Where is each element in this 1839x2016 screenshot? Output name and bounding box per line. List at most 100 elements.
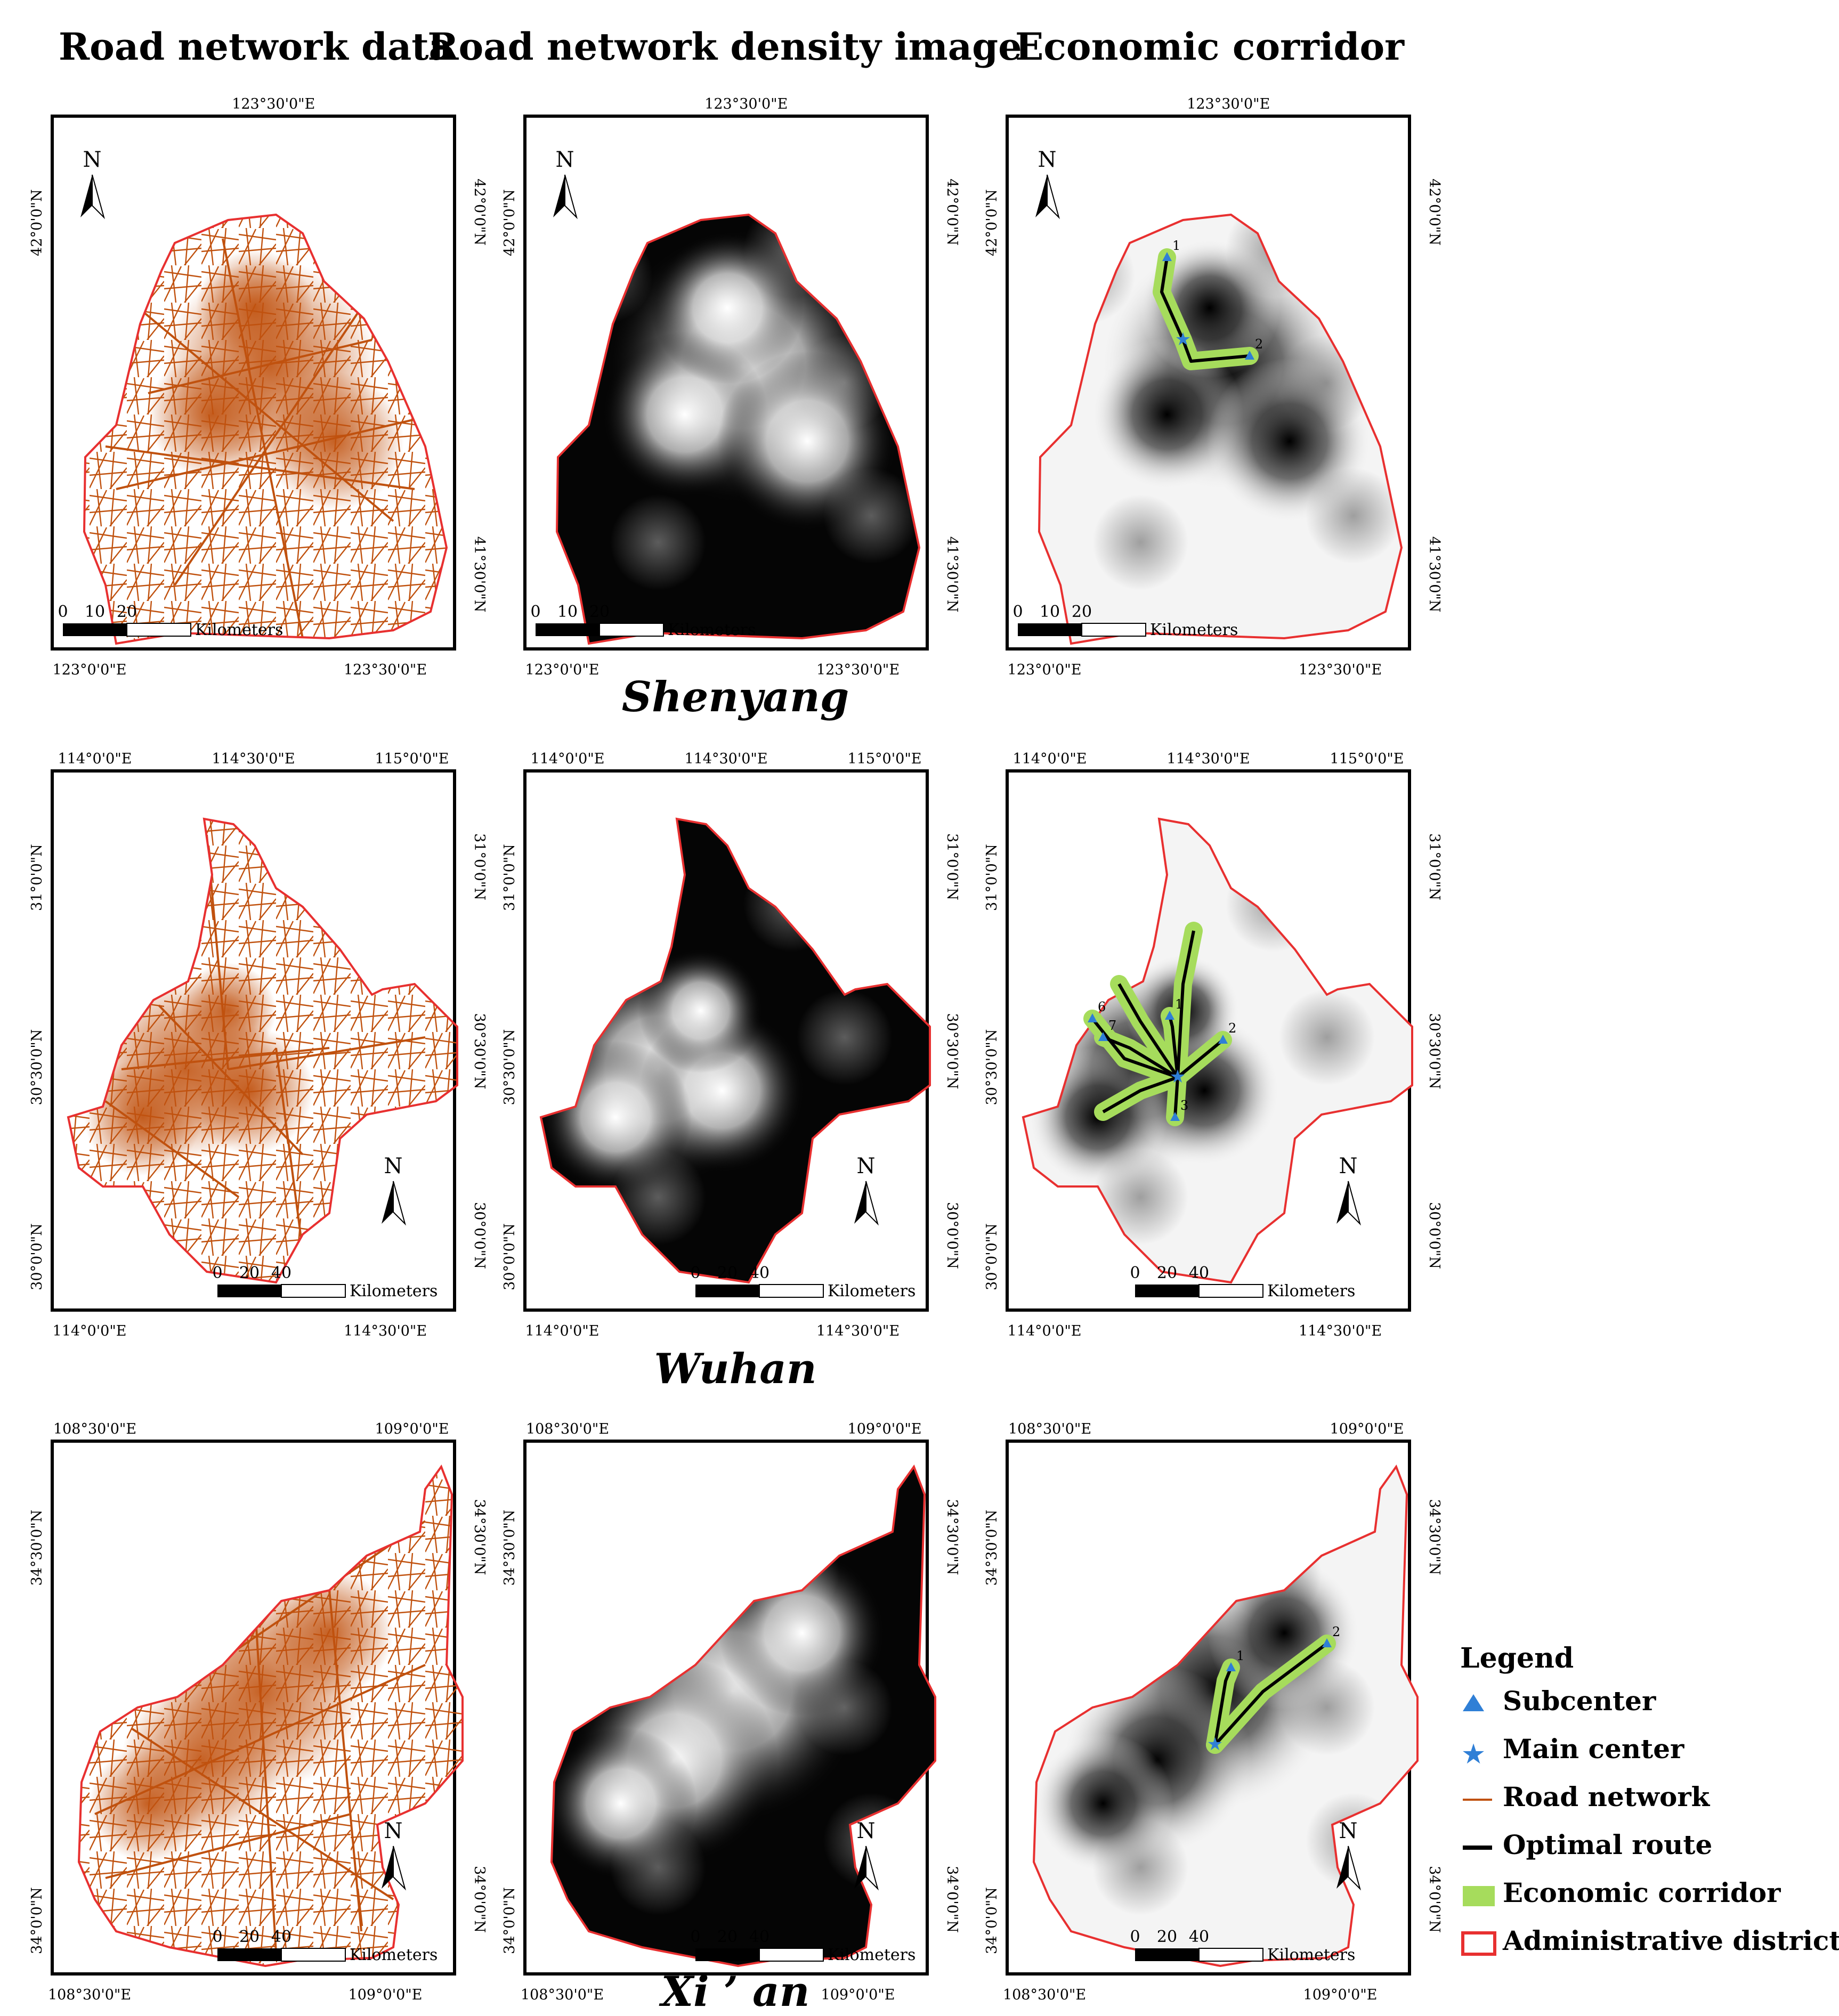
road-line [174,275,384,586]
scale-tick: 0 [530,603,540,621]
scale-tick: 20 [239,1264,260,1282]
top-coordinate: 123°30'0"E [704,96,788,112]
legend-symbol-fill [1463,1886,1495,1906]
top-coordinate: 123°30'0"E [1187,96,1270,112]
optimal-route [1160,257,1185,341]
scale-bar [695,1285,759,1297]
scale-tick: 0 [690,1928,700,1946]
subcenter-label: 1 [1172,238,1180,253]
main-center-star: ★ [1207,1734,1223,1755]
legend-symbol-triangle [1463,1694,1484,1711]
subcenter-marker [1170,1112,1180,1121]
road-line [116,413,436,490]
legend-label: Optimal route [1503,1829,1712,1860]
scale-unit: Kilometers [350,1282,438,1300]
scale-tick: 40 [749,1928,769,1946]
road-line [105,1813,351,1879]
bottom-coordinate: 114°30'0"E [816,1323,900,1339]
scale-bar [281,1284,346,1298]
bottom-coordinate: 123°30'0"E [1299,662,1382,678]
optimal-route [1213,1642,1328,1746]
scale-tick: 20 [717,1264,738,1282]
subcenter-marker [1088,1013,1097,1022]
administrative-boundary [67,817,458,1284]
map-panel: 1 2 ★ N 0 10 20 Kilometers [1006,115,1411,651]
map-panel: N 0 10 20 Kilometers [523,115,929,651]
bottom-coordinate: 114°30'0"E [344,1323,427,1339]
scale-tick: 20 [589,603,610,621]
bottom-coordinate: 108°30'0"E [48,1987,131,2003]
legend-label: Administrative district [1502,1925,1839,1956]
city-name: Xi ’ an [659,1968,810,2016]
legend-label: Main center [1503,1733,1684,1765]
density-ring [797,989,893,1085]
administrative-boundary [539,817,931,1284]
administrative-boundary [1038,213,1403,645]
scale-tick: 20 [1157,1264,1177,1282]
scale-tick: 0 [1130,1928,1140,1946]
scale-bar [759,1284,824,1298]
top-coordinate: 114°30'0"E [1166,751,1250,767]
left-coordinate: 31°0'0"N [29,844,45,911]
top-coordinate: 115°0'0"E [848,751,922,767]
scale-bar [759,1948,824,1962]
scale-tick: 40 [271,1928,291,1946]
top-coordinate: 114°0'0"E [1013,751,1087,767]
north-label: N [1339,1819,1358,1843]
road-line [131,302,394,522]
right-coordinate: 30°30'0"N [1426,1013,1443,1090]
left-coordinate: 42°0'0"N [501,189,518,256]
scale-bar [126,623,191,637]
administrative-boundary [1022,817,1413,1284]
city-1: N 0 20 40 Kilometers 114°0'0"E 114°30'0"E 115°0… [29,751,1443,1339]
map-panel: N 0 20 40 Kilometers [51,1440,464,1976]
map-panel: 1 2 ★ N 0 20 40 Kilometers [1006,1440,1419,1976]
bottom-coordinate: 108°30'0"E [1003,1987,1086,2003]
left-coordinate: 34°30'0"N [984,1510,1000,1586]
left-coordinate: 30°30'0"N [29,1029,45,1105]
north-arrow-icon [865,1846,879,1891]
right-coordinate: 34°30'0"N [944,1499,960,1575]
graticule-labels: 108°30'0"E 109°0'0"E 108°30'0"E 109°0'0"E 34… [29,1421,488,2003]
north-arrow-icon [382,1181,393,1224]
bottom-coordinate: 114°0'0"E [1008,1323,1082,1339]
road-dense-area [265,372,404,510]
road-line [104,1100,240,1198]
left-coordinate: 30°0'0"N [984,1223,1000,1290]
north-label: N [83,148,102,172]
scale-tick: 0 [212,1264,222,1282]
density-ring [1092,1819,1188,1915]
column-title: Road network data [59,25,453,69]
north-arrow-icon [1348,1181,1361,1226]
scale-tick: 40 [1189,1264,1209,1282]
north-arrow-icon [854,1846,866,1889]
road-dense-area [180,963,276,1059]
scale-tick: 0 [690,1264,700,1282]
north-arrow-icon [1047,174,1060,220]
legend-symbol-star: ★ [1461,1738,1486,1770]
map-content [557,215,919,644]
north-label: N [1038,148,1057,172]
right-coordinate: 30°0'0"N [471,1202,488,1269]
north-label: N [384,1819,403,1843]
map-panel: N 0 20 40 Kilometers [523,769,931,1312]
scale-tick: 20 [1072,603,1092,621]
top-coordinate: 115°0'0"E [1330,751,1404,767]
bottom-coordinate: 123°0'0"E [53,662,127,678]
subcenter-marker [1098,1032,1108,1041]
scale-bar [217,1948,281,1961]
right-coordinate: 34°30'0"N [1426,1499,1443,1575]
road-dense-area [84,1059,201,1176]
legend-label: Economic corridor [1503,1877,1781,1908]
left-coordinate: 34°0'0"N [29,1887,45,1954]
north-label: N [384,1154,403,1178]
top-coordinate: 115°0'0"E [375,751,449,767]
scale-tick: 40 [749,1264,769,1282]
left-coordinate: 34°0'0"N [984,1887,1000,1954]
density-ring [1306,468,1401,564]
map-content [68,819,457,1282]
density-ring [1279,1660,1375,1755]
top-coordinate: 114°0'0"E [531,751,605,767]
